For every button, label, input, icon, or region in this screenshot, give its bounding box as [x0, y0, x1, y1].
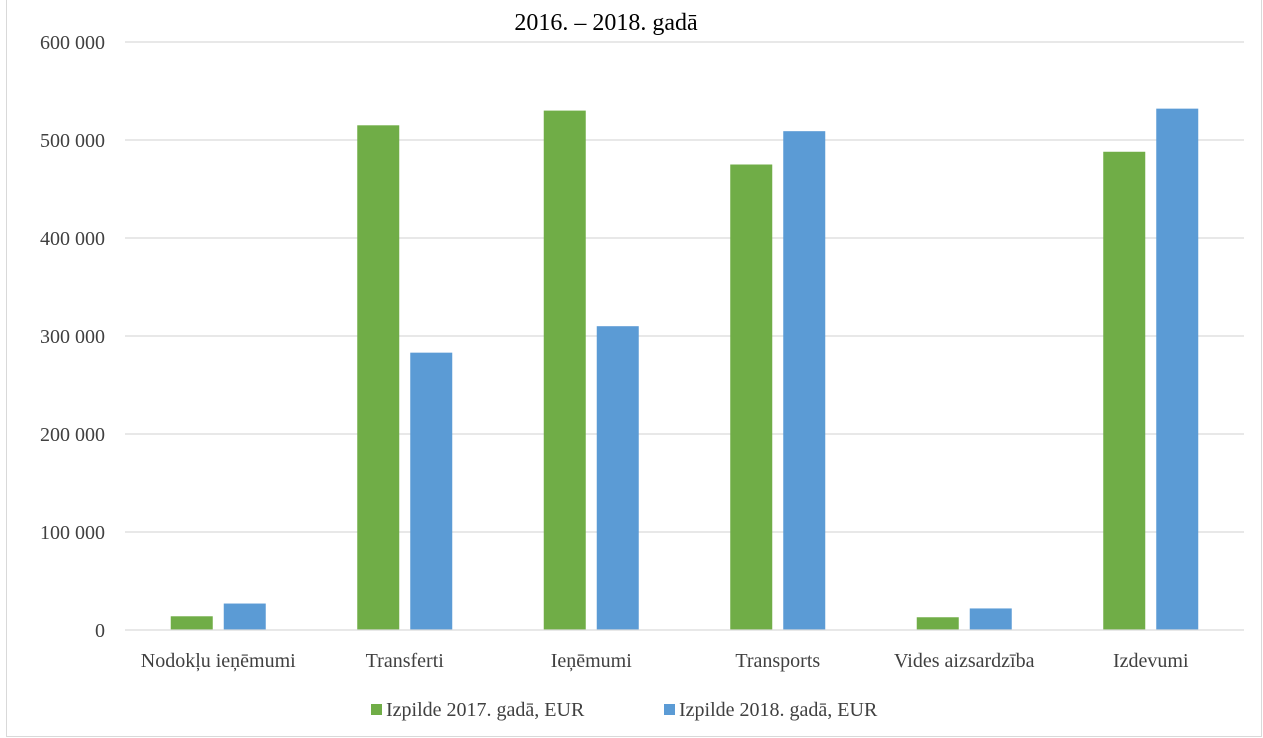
legend-label: Izpilde 2017. gadā, EUR [386, 699, 585, 721]
chart-title: 2016. – 2018. gadā [514, 10, 698, 36]
bar-2017 [543, 110, 586, 631]
x-category-label: Ieņēmumi [551, 650, 633, 672]
bar-2017 [357, 125, 400, 631]
chart-frame [6, 0, 1262, 737]
bar-2017 [730, 164, 773, 630]
bar-2018 [223, 603, 266, 630]
y-tick-label: 0 [95, 620, 105, 642]
legend-label: Izpilde 2018. gadā, EUR [679, 699, 878, 721]
x-category-label: Transferti [366, 650, 445, 672]
bar-2018 [596, 326, 639, 630]
y-tick-label: 300 000 [40, 326, 105, 348]
legend-swatch [371, 704, 382, 715]
y-tick-label: 500 000 [40, 130, 105, 152]
gridlines [125, 41, 1244, 533]
y-axis-ticks: 0 100 000 200 000 300 000 400 000 500 000 600 … [40, 32, 105, 642]
x-category-label: Izdevumi [1113, 650, 1189, 672]
y-tick-label: 400 000 [40, 228, 105, 250]
legend-swatch [664, 704, 675, 715]
x-axis-categories: Nodokļu ieņēmumi Transferti Ieņēmumi Transp… [141, 650, 1189, 672]
y-tick-label: 100 000 [40, 522, 105, 544]
bar-2018 [1156, 108, 1199, 630]
bar-2018 [969, 608, 1012, 630]
x-category-label: Nodokļu ieņēmumi [141, 650, 296, 672]
x-category-label: Vides aizsardzība [894, 650, 1035, 672]
bar-2018 [410, 352, 453, 630]
bar-2017 [1103, 151, 1146, 630]
bar-2018 [783, 131, 826, 630]
bars [170, 108, 1199, 631]
bar-2017 [916, 617, 959, 630]
y-tick-label: 600 000 [40, 32, 105, 54]
y-tick-label: 200 000 [40, 424, 105, 446]
x-category-label: Transports [735, 650, 820, 672]
bar-2017 [170, 616, 213, 630]
legend: Izpilde 2017. gadā, EUR Izpilde 2018. gad… [371, 699, 878, 721]
